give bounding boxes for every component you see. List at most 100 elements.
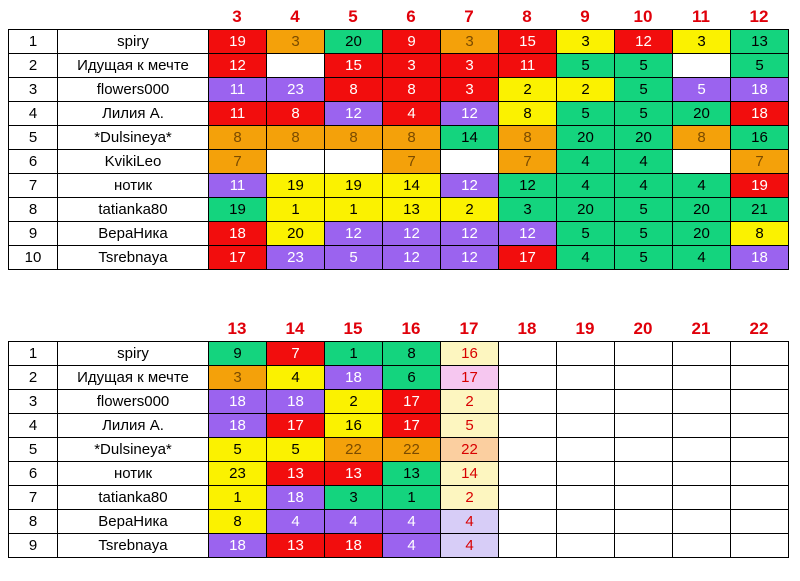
score-cell [672, 413, 731, 438]
score-cell: 8 [382, 341, 441, 366]
score-cell: 20 [324, 29, 383, 54]
score-cell [556, 413, 615, 438]
score-cell: 5 [440, 413, 499, 438]
table-row: 9 ВераНика 18 20 12 12 12 12 5 5 20 8 [8, 221, 789, 246]
score-cell: 8 [498, 101, 557, 126]
player-name: *Dulsineya* [57, 125, 209, 150]
column-header: 8 [522, 7, 532, 26]
row-number: 8 [8, 509, 58, 534]
score-cell: 3 [208, 365, 267, 390]
score-cell [614, 389, 673, 414]
score-cell: 12 [440, 221, 499, 246]
score-cell: 20 [556, 125, 615, 150]
score-cell [730, 485, 789, 510]
player-name: нотик [57, 461, 209, 486]
score-cell: 18 [324, 533, 383, 558]
table-block-1: 3 4 5 6 7 8 9 10 11 12 1 spiry 19 3 20 9 3 15 3 12 3 13 2 Идущ… [8, 5, 793, 295]
player-name: spiry [57, 341, 209, 366]
score-cell [672, 485, 731, 510]
score-cell [498, 389, 557, 414]
score-cell [556, 365, 615, 390]
score-cell: 1 [324, 341, 383, 366]
table-row: 2 Идущая к мечте 12 15 3 3 11 5 5 5 [8, 53, 789, 78]
score-cell: 20 [672, 221, 731, 246]
score-cell: 19 [730, 173, 789, 198]
score-cell: 7 [382, 149, 441, 174]
score-cell: 18 [324, 365, 383, 390]
score-cell [556, 437, 615, 462]
column-header: 13 [227, 319, 247, 338]
score-cell: 14 [382, 173, 441, 198]
score-cell: 5 [614, 221, 673, 246]
score-cell: 18 [730, 77, 789, 102]
column-header: 5 [348, 7, 358, 26]
score-cell: 18 [208, 221, 267, 246]
score-cell: 11 [208, 173, 267, 198]
score-cell: 12 [498, 221, 557, 246]
score-cell: 18 [266, 485, 325, 510]
score-cell: 4 [556, 173, 615, 198]
score-cell: 17 [498, 245, 557, 270]
score-cell: 8 [208, 125, 267, 150]
score-cell: 5 [672, 77, 731, 102]
score-cell: 4 [382, 533, 441, 558]
table-row: 7 нотик 11 19 19 14 12 12 4 4 4 19 [8, 173, 789, 198]
player-name: spiry [57, 29, 209, 54]
score-cell: 7 [266, 341, 325, 366]
score-cell: 20 [556, 197, 615, 222]
player-name: Лилия А. [57, 413, 209, 438]
score-cell: 18 [730, 101, 789, 126]
player-name: Лилия А. [57, 101, 209, 126]
score-cell: 11 [208, 77, 267, 102]
score-cell: 6 [382, 365, 441, 390]
score-cell: 14 [440, 461, 499, 486]
score-cell: 4 [614, 173, 673, 198]
column-header: 4 [290, 7, 300, 26]
score-cell: 4 [440, 509, 499, 534]
row-number: 9 [8, 533, 58, 558]
score-cell [556, 533, 615, 558]
column-header: 14 [285, 319, 305, 338]
score-cell: 14 [440, 125, 499, 150]
player-name: flowers000 [57, 77, 209, 102]
score-cell [614, 533, 673, 558]
table-row: 6 нотик 23 13 13 13 14 [8, 461, 789, 486]
column-header: 11 [692, 7, 710, 26]
score-cell [266, 53, 325, 78]
player-name: tatianka80 [57, 197, 209, 222]
score-cell: 8 [266, 125, 325, 150]
score-cell [498, 437, 557, 462]
score-cell: 5 [556, 101, 615, 126]
score-cell: 12 [382, 245, 441, 270]
score-cell: 3 [382, 53, 441, 78]
score-cell: 11 [498, 53, 557, 78]
score-cell: 17 [440, 365, 499, 390]
score-cell [614, 509, 673, 534]
score-cell: 5 [614, 245, 673, 270]
score-cell [672, 509, 731, 534]
score-cell [614, 365, 673, 390]
row-number: 1 [8, 29, 58, 54]
score-cell: 5 [556, 53, 615, 78]
score-cell: 1 [208, 485, 267, 510]
player-name: Tsrebnaya [57, 533, 209, 558]
player-name: ВераНика [57, 509, 209, 534]
row-number: 8 [8, 197, 58, 222]
score-cell: 15 [324, 53, 383, 78]
score-cell: 5 [324, 245, 383, 270]
score-cell: 12 [498, 173, 557, 198]
score-cell: 13 [266, 533, 325, 558]
score-cell: 3 [556, 29, 615, 54]
column-header: 22 [749, 319, 769, 338]
score-cell [730, 437, 789, 462]
player-name: tatianka80 [57, 485, 209, 510]
score-cell: 5 [614, 53, 673, 78]
row-number: 5 [8, 437, 58, 462]
score-cell [730, 389, 789, 414]
column-header: 12 [749, 7, 769, 26]
score-cell: 13 [382, 461, 441, 486]
score-cell: 12 [382, 221, 441, 246]
score-cell: 20 [672, 101, 731, 126]
row-number: 4 [8, 101, 58, 126]
score-cell [614, 413, 673, 438]
